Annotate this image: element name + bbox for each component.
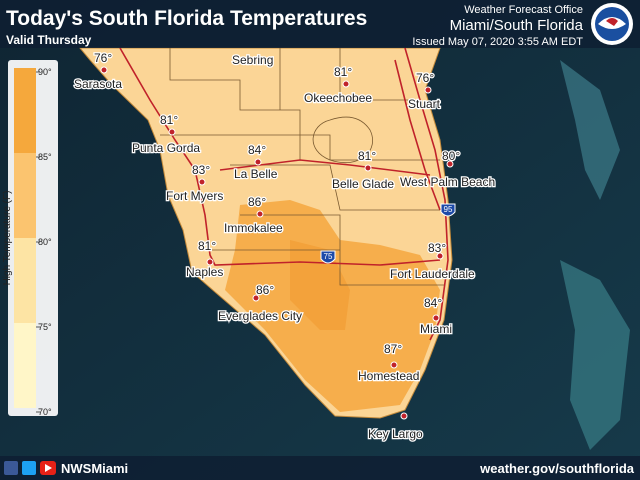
temperature: 86° (256, 283, 274, 297)
bahamas (560, 60, 620, 200)
city-name: West Palm Beach (400, 175, 495, 189)
temperature: 83° (428, 241, 446, 255)
city-name: Everglades City (218, 309, 302, 323)
cities: 76° Sarasota Sebring 81° Okeechobee 76° Stuart… (73, 50, 497, 443)
city-dot (446, 160, 454, 168)
city-name: Sarasota (74, 77, 122, 91)
legend-band (14, 238, 36, 323)
bahamas (560, 260, 630, 450)
city-name: Miami (420, 322, 452, 336)
city-name: Naples (186, 265, 223, 279)
city-name: Stuart (408, 97, 441, 111)
legend-tick-label: 80° (38, 237, 52, 247)
temperature: 81° (198, 239, 216, 253)
city-dot (436, 252, 444, 260)
city-name: Sebring (232, 53, 273, 67)
city-name: Fort Myers (166, 189, 223, 203)
city-dot (256, 210, 264, 218)
highway-number: 95 (444, 205, 453, 214)
temperature: 81° (358, 149, 376, 163)
twitter-icon[interactable] (22, 461, 36, 475)
county-lines (160, 48, 445, 286)
city-dot (198, 178, 206, 186)
footer-bar (0, 456, 640, 480)
city-dot (390, 361, 398, 369)
city-dot (400, 412, 408, 420)
legend-ticks: 90° 85° 80° 75° 70° (36, 67, 52, 417)
highways (119, 47, 449, 341)
temperature: 81° (160, 113, 178, 127)
shield: 95 (440, 203, 456, 217)
nws-logo (591, 3, 633, 45)
office: Weather Forecast Office (464, 4, 583, 16)
city-name: Key Largo (368, 427, 423, 441)
legend-tick-label: 70° (38, 407, 52, 417)
temperature: 76° (94, 51, 112, 65)
legend-band (14, 153, 36, 238)
temperature: 81° (334, 65, 352, 79)
city-name: Fort Lauderdale (390, 267, 475, 281)
legend-band (14, 323, 36, 408)
city-dot (168, 128, 176, 136)
shield: 75 (320, 250, 336, 264)
city-name: Punta Gorda (132, 141, 200, 155)
youtube-play (45, 464, 52, 472)
city-name: Okeechobee (304, 91, 372, 105)
city-name: Immokalee (224, 221, 283, 235)
temperature: 84° (424, 296, 442, 310)
legend-band (14, 68, 36, 153)
subtitle: Valid Thursday (6, 33, 92, 47)
city-name: La Belle (234, 167, 278, 181)
legend-title: High Temperature (F) (2, 191, 13, 286)
highway-number: 75 (324, 252, 333, 261)
temperature: 80° (442, 149, 460, 163)
city-dot (252, 294, 260, 302)
city-dot (424, 86, 432, 94)
temperature: 86° (248, 195, 266, 209)
city-name: Homestead (358, 369, 419, 383)
city-dot (100, 66, 108, 74)
city-dot (432, 314, 440, 322)
city-dot (364, 164, 372, 172)
temperature: 76° (416, 71, 434, 85)
temperature: 83° (192, 163, 210, 177)
city-dot (254, 158, 262, 166)
temperature: 87° (384, 342, 402, 356)
legend-tick-label: 85° (38, 152, 52, 162)
legend-tick-label: 75° (38, 322, 52, 332)
issued: Issued May 07, 2020 3:55 AM EDT (412, 36, 583, 48)
region: Miami/South Florida (450, 17, 584, 34)
website[interactable]: weather.gov/southflorida (479, 461, 635, 476)
temperature: 84° (248, 143, 266, 157)
facebook-icon[interactable] (4, 461, 18, 475)
legend-tick-label: 90° (38, 67, 52, 77)
header-bar (0, 0, 640, 48)
city-name: Belle Glade (332, 177, 394, 191)
title: Today's South Florida Temperatures (6, 7, 367, 30)
city-dot (206, 258, 214, 266)
city-dot (342, 80, 350, 88)
social-handle: NWSMiami (61, 461, 128, 476)
